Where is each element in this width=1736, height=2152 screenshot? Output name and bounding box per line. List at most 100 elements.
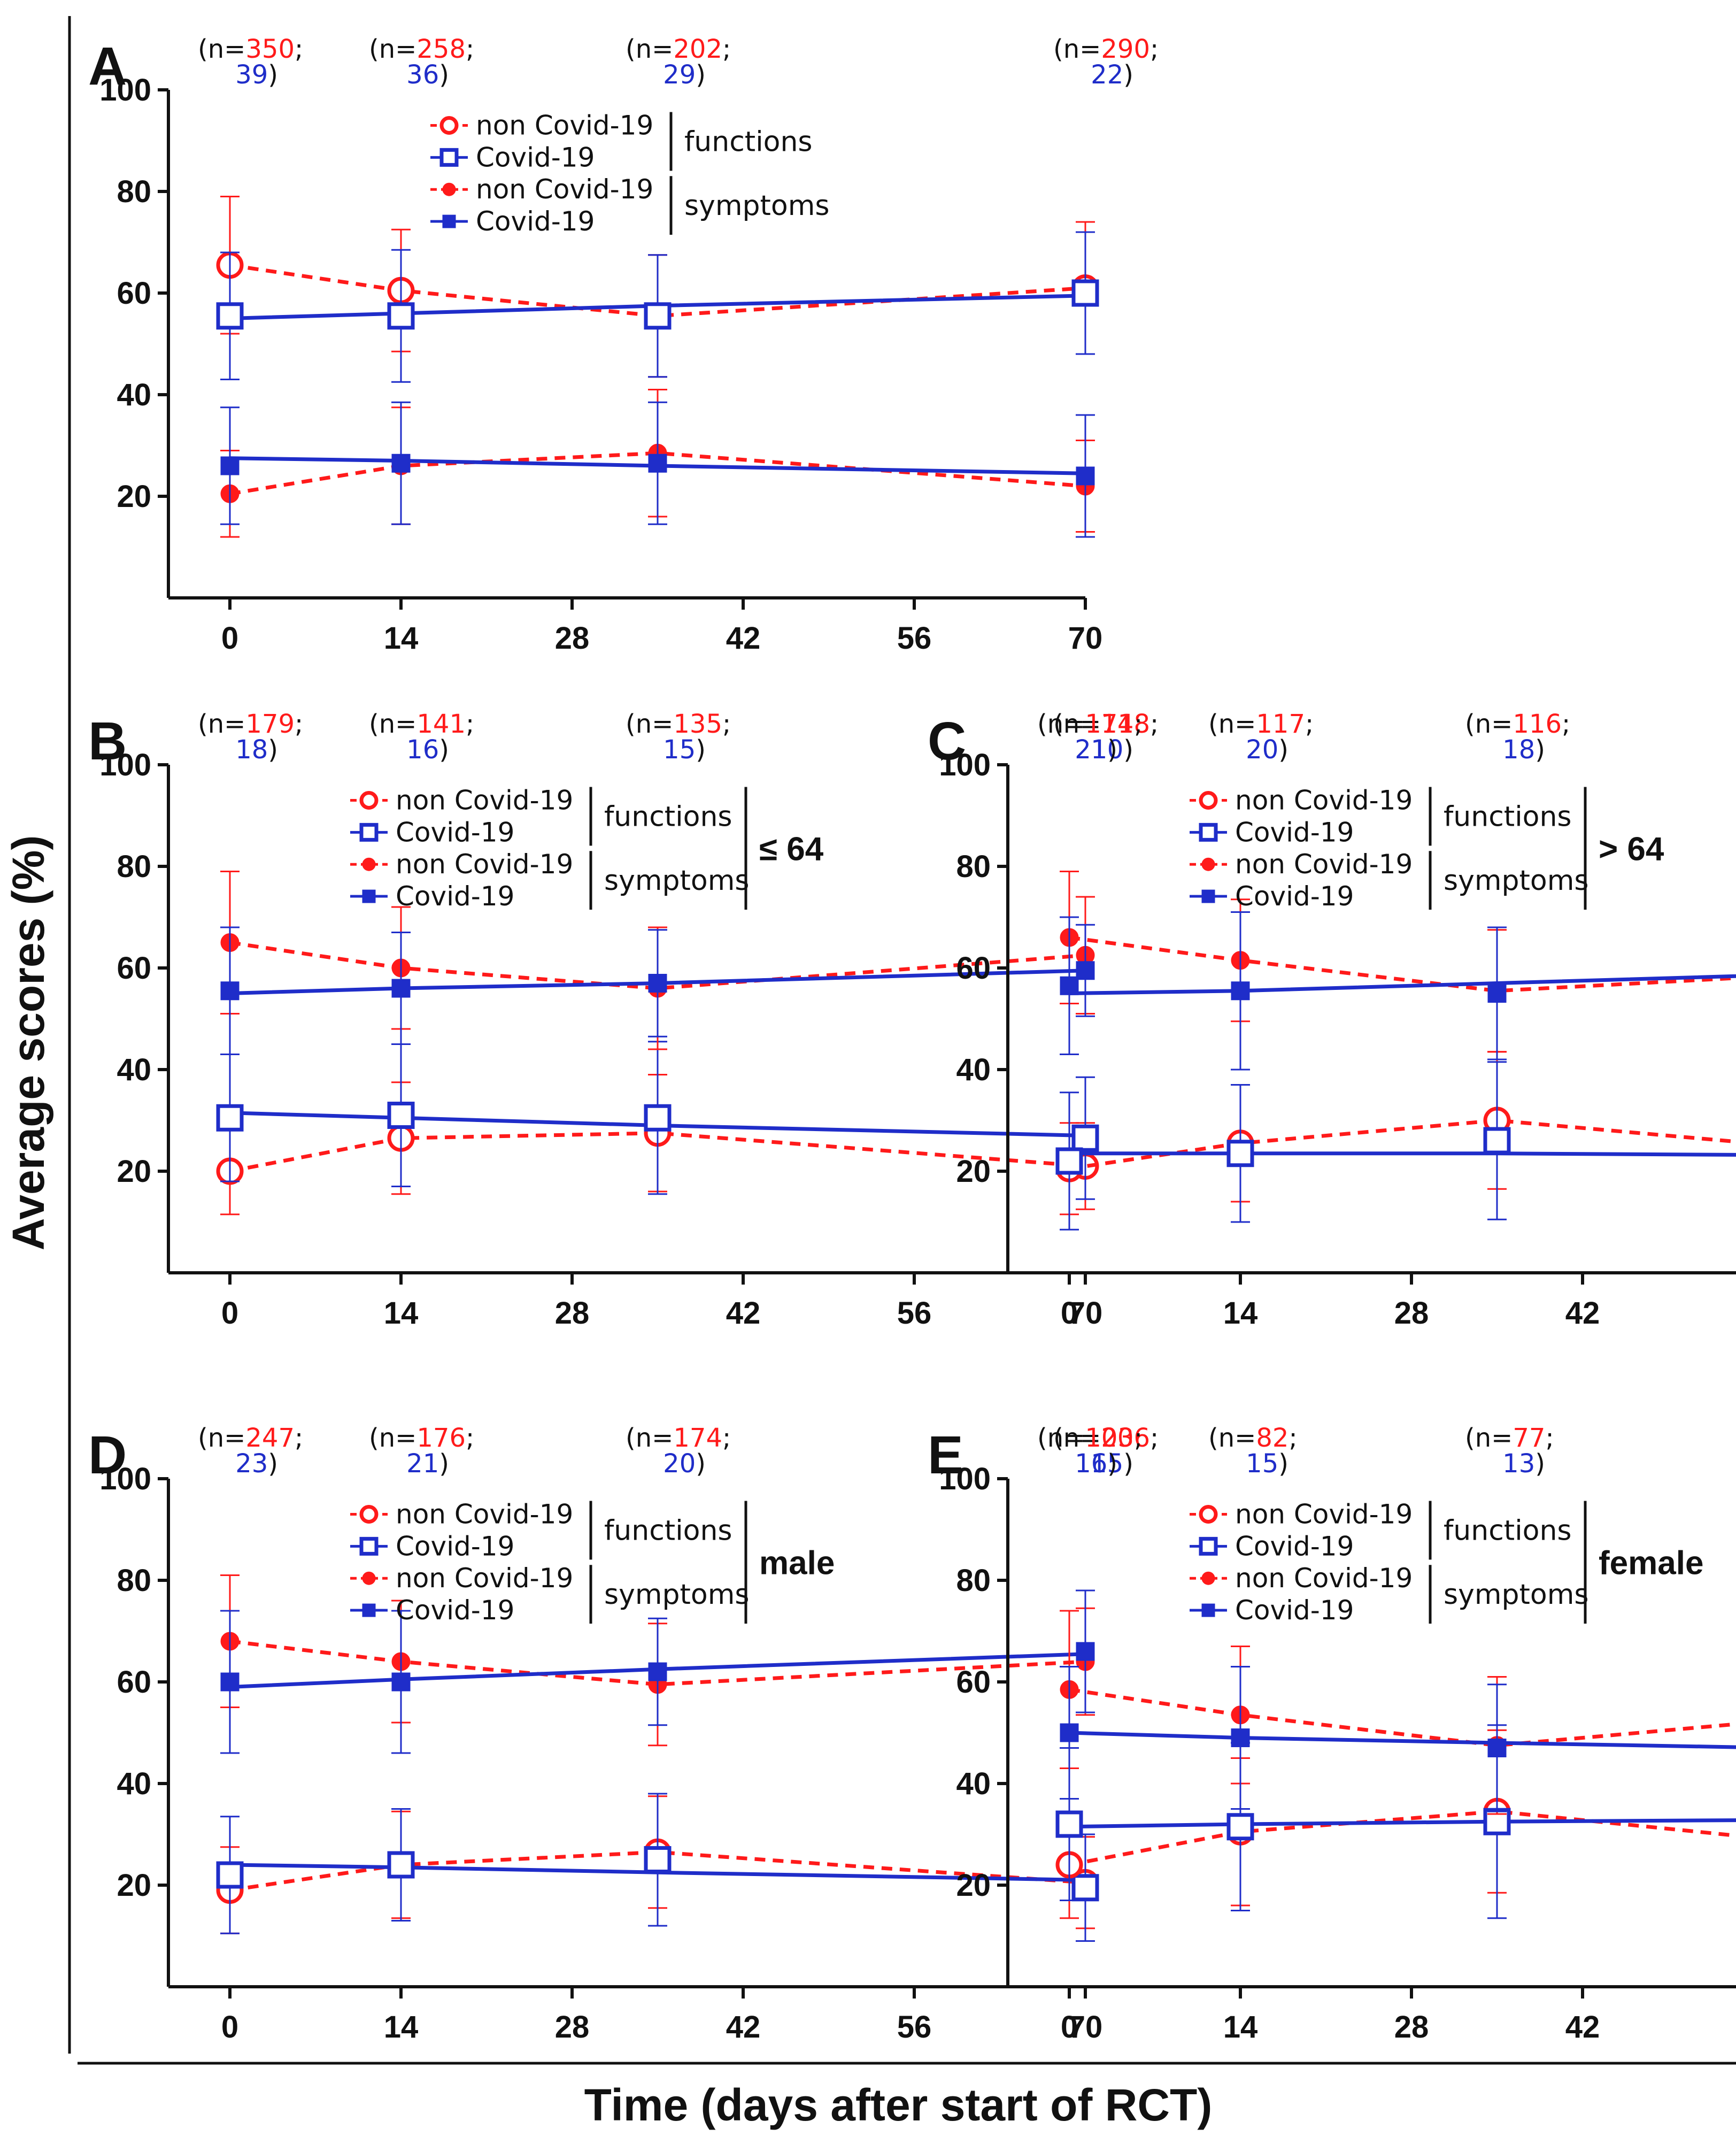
n-covid-value: 36 (406, 60, 439, 90)
n-label-noncovid: (n=82; (1208, 1423, 1298, 1453)
n-separator: ; (1150, 709, 1159, 739)
n-label-noncovid: (n=290; (1053, 34, 1159, 64)
data-point (220, 981, 240, 1001)
legend-group-symptoms: symptoms (604, 1579, 749, 1611)
legend-group-functions: functions (1444, 801, 1572, 833)
panel-letter-b: B (88, 711, 127, 771)
n-noncovid-value: 350 (245, 34, 295, 64)
x-tick-label: 28 (1394, 1296, 1429, 1331)
x-tick-label: 14 (1223, 1296, 1258, 1331)
series-line (1069, 1151, 1736, 1157)
legend-group-functions: functions (684, 126, 813, 158)
legend-group-symptoms: symptoms (684, 190, 829, 222)
legend-marker (359, 1505, 379, 1524)
n-label-covid: 20) (663, 1449, 706, 1479)
n-noncovid-value: 171 (1085, 709, 1134, 739)
n-close-paren: ) (696, 60, 706, 90)
data-point (1226, 1140, 1254, 1167)
n-covid-value: 29 (663, 60, 696, 90)
data-point (644, 1846, 672, 1873)
n-separator: ; (1305, 709, 1314, 739)
n-covid-value: 15 (1246, 1449, 1278, 1479)
data-point (648, 454, 667, 473)
data-point (1055, 1147, 1083, 1175)
n-separator: ; (466, 1423, 474, 1453)
n-prefix: (n= (1208, 1423, 1256, 1453)
data-point (391, 1672, 411, 1692)
n-noncovid-value: 202 (673, 34, 722, 64)
n-close-paren: ) (1278, 1449, 1289, 1479)
n-covid-value: 39 (235, 60, 268, 90)
y-tick-label: 60 (117, 1665, 151, 1700)
data-point (391, 454, 411, 473)
y-tick-label: 60 (956, 951, 991, 986)
n-label-covid: 18) (235, 735, 278, 765)
n-close-paren: ) (1535, 735, 1545, 765)
x-tick-label: 0 (221, 2010, 238, 2045)
n-prefix: (n= (1037, 709, 1085, 739)
n-close-paren: ) (1107, 1449, 1117, 1479)
n-separator: ; (466, 709, 474, 739)
legend-marker (1199, 1536, 1218, 1556)
n-covid-value: 21 (406, 1449, 439, 1479)
n-covid-value: 20 (663, 1449, 696, 1479)
n-noncovid-value: 176 (416, 1423, 466, 1453)
n-covid-value: 15 (663, 735, 696, 765)
x-axis-title: Time (days after start of RCT) (584, 2080, 1213, 2130)
x-tick-label: 56 (897, 2010, 932, 2045)
n-covid-value: 10 (1091, 735, 1123, 765)
n-close-paren: ) (1535, 1449, 1545, 1479)
series-line (229, 941, 1086, 990)
data-point (1071, 279, 1099, 307)
legend-marker (442, 182, 456, 196)
legend-marker (359, 823, 379, 842)
data-point (1483, 1127, 1511, 1155)
n-noncovid-value: 174 (673, 1423, 722, 1453)
y-tick-label: 40 (117, 378, 151, 412)
n-label-noncovid: (n=171; (1037, 709, 1143, 739)
n-separator: ; (722, 1423, 731, 1453)
n-label-noncovid: (n=116; (1465, 709, 1570, 739)
legend-label: non Covid-19 (476, 174, 653, 205)
n-label-covid: 21) (406, 1449, 449, 1479)
data-point (1055, 1810, 1083, 1838)
n-separator: ; (295, 34, 303, 64)
n-covid-value: 15 (1091, 1449, 1123, 1479)
x-tick-label: 14 (384, 2010, 419, 2045)
legend-marker (439, 148, 459, 167)
y-tick-label: 100 (99, 1462, 151, 1496)
data-point (648, 1662, 667, 1681)
n-prefix: (n= (369, 34, 416, 64)
n-label-covid: 22) (1091, 60, 1133, 90)
n-covid-value: 13 (1502, 1449, 1535, 1479)
x-tick-label: 70 (1068, 621, 1103, 656)
x-tick-label: 14 (1223, 2010, 1258, 2045)
series-covid-19-functions (216, 1793, 1099, 1942)
data-point (1076, 1642, 1095, 1661)
y-tick-label: 60 (117, 951, 151, 986)
n-close-paren: ) (1107, 735, 1117, 765)
legend-tag: > 64 (1599, 831, 1664, 867)
legend-label: non Covid-19 (396, 1563, 573, 1594)
n-close-paren: ) (439, 60, 449, 90)
n-prefix: (n= (1208, 709, 1256, 739)
n-separator: ; (1134, 1423, 1143, 1453)
data-point (644, 302, 672, 330)
n-label-covid: 16) (1075, 1449, 1117, 1479)
y-tick-label: 80 (956, 1563, 991, 1598)
panel-e: E2040608010001428425670(n=103;16)(n=82;1… (928, 1423, 1736, 2045)
series-line (229, 1850, 1086, 1892)
n-label-covid: 10) (1091, 735, 1133, 765)
data-point (216, 302, 244, 330)
data-point (220, 456, 240, 475)
legend-marker (359, 1536, 379, 1556)
n-label-covid: 18) (1502, 735, 1545, 765)
legend-label: Covid-19 (1235, 1595, 1354, 1626)
legend-label: non Covid-19 (1235, 1499, 1413, 1530)
